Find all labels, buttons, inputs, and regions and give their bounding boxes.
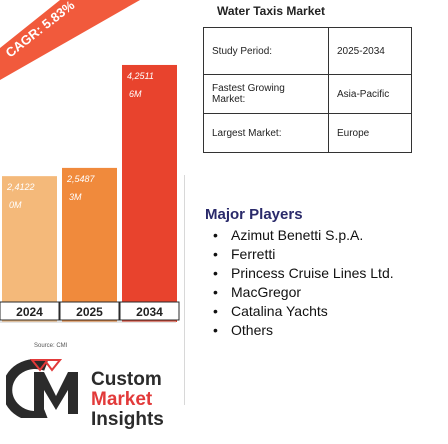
info-key: Fastest Growing Market:	[203, 74, 329, 114]
bar-2025	[62, 167, 117, 322]
info-row: Study Period: 2025-2034	[203, 27, 412, 75]
year-box	[0, 301, 60, 321]
info-value: 2025-2034	[328, 27, 412, 75]
bar-unit-label: 0M	[9, 200, 22, 210]
player-item: Others	[213, 321, 428, 340]
info-table: Study Period: 2025-2034 Fastest Growing Ma…	[203, 27, 412, 153]
bar-2024	[2, 176, 57, 322]
logo-line-2: Market	[91, 389, 153, 410]
player-item: Azimut Benetti S.p.A.	[213, 226, 428, 245]
year-label: 2025	[76, 305, 103, 319]
logo-text: Custom Market Insights	[91, 370, 164, 430]
logo-line-1: Custom	[91, 369, 162, 390]
bar-chart: CAGR: 5.83% 2,41220M20242,54873M20254,25…	[0, 0, 180, 323]
bar-value-label: 4,2511	[127, 71, 154, 81]
bar-2034	[122, 64, 177, 323]
info-value: Asia-Pacific	[328, 74, 412, 114]
bar-value-label: 2,4122	[6, 182, 35, 192]
info-value: Europe	[328, 113, 412, 153]
player-item: Catalina Yachts	[213, 302, 428, 321]
player-item: MacGregor	[213, 283, 428, 302]
player-item: Princess Cruise Lines Ltd.	[213, 264, 428, 283]
divider	[184, 175, 185, 405]
page-title: Water Taxis Market	[217, 4, 326, 18]
year-box	[119, 301, 180, 321]
bar-value-label: 2,5487	[66, 174, 96, 184]
logo-line-3: Insights	[91, 409, 164, 430]
year-label: 2024	[16, 305, 43, 319]
year-label: 2034	[136, 305, 163, 319]
info-row: Fastest Growing Market: Asia-Pacific	[203, 74, 412, 114]
bar-unit-label: 3M	[69, 192, 82, 202]
logo-m-shape	[34, 372, 78, 414]
players-heading: Major Players	[205, 206, 303, 223]
info-key: Largest Market:	[203, 113, 329, 153]
logo-crown-icon	[29, 359, 63, 372]
source-note: Source: CMI	[34, 343, 68, 349]
player-item: Ferretti	[213, 245, 428, 264]
logo-mark	[6, 359, 78, 418]
bar-unit-label: 6M	[129, 89, 142, 99]
cagr-ribbon	[0, 0, 140, 80]
info-key: Study Period:	[203, 27, 329, 75]
year-box	[59, 301, 120, 321]
info-row: Largest Market: Europe	[203, 113, 412, 153]
bars-group: 2,4122 0M 2024 2,5487 3M 2025 4,2511 6M 2034	[0, 64, 180, 323]
logo-c-shape	[6, 359, 48, 418]
players-list: Azimut Benetti S.p.A.FerrettiPrincess Cr…	[213, 226, 428, 340]
